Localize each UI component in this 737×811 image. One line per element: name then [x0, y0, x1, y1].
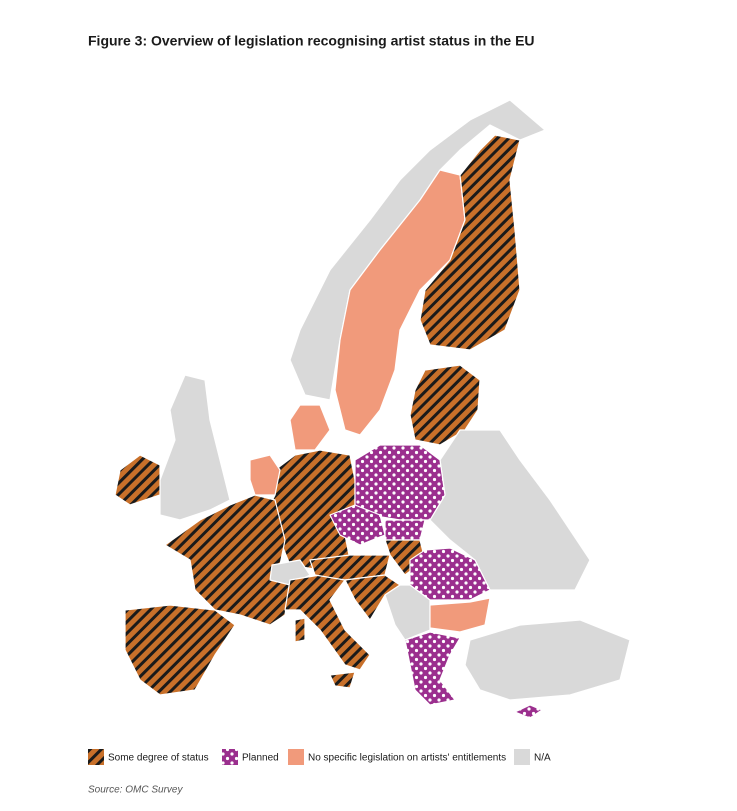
legend-label: N/A: [534, 753, 551, 764]
region-no-legislation: [249, 454, 281, 496]
source-note: Source: OMC Survey: [88, 785, 183, 796]
region-status: [124, 604, 236, 696]
region-status: [329, 671, 356, 689]
region-status: [419, 134, 521, 351]
figure-title: Figure 3: Overview of legislation recogn…: [88, 33, 535, 49]
region-no-legislation: [289, 404, 331, 451]
legend-label: Some degree of status: [108, 753, 209, 764]
region-no-legislation: [334, 169, 466, 436]
region-na: [159, 374, 231, 521]
legend: Some degree of status Planned No specific …: [88, 749, 551, 765]
countries: [114, 99, 631, 719]
region-planned: [354, 444, 446, 521]
region-planned: [514, 704, 543, 719]
region-planned: [404, 631, 461, 706]
region-status: [294, 617, 306, 643]
region-status: [114, 454, 161, 506]
legend-swatch: [222, 749, 238, 765]
region-na: [289, 99, 546, 401]
region-no-legislation: [429, 597, 491, 633]
region-status: [409, 364, 481, 446]
region-na: [429, 429, 591, 591]
legend-label: No specific legislation on artists' enti…: [308, 753, 506, 764]
legend-swatch: [88, 749, 104, 765]
region-na: [464, 619, 631, 701]
legend-swatch: [288, 749, 304, 765]
legend-label: Planned: [242, 753, 279, 764]
region-planned: [384, 519, 426, 541]
legend-swatch: [514, 749, 530, 765]
